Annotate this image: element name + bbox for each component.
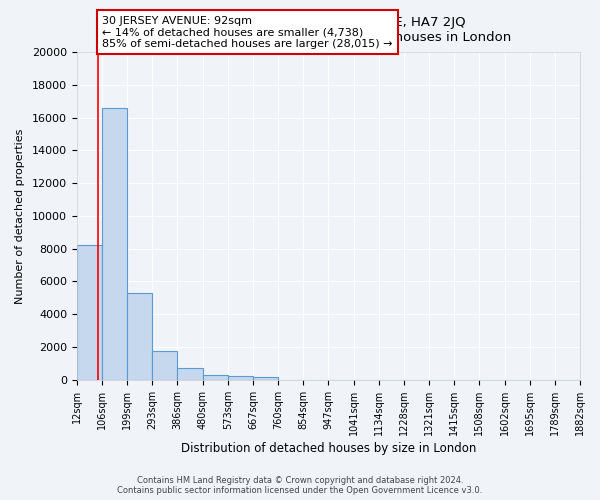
Bar	[253, 377, 278, 380]
Y-axis label: Number of detached properties: Number of detached properties	[15, 128, 25, 304]
Bar	[127, 293, 152, 380]
Bar	[203, 375, 228, 380]
Bar	[102, 108, 127, 380]
Bar	[178, 368, 203, 380]
X-axis label: Distribution of detached houses by size in London: Distribution of detached houses by size …	[181, 442, 476, 455]
Bar	[77, 246, 102, 380]
Title: 30, JERSEY AVENUE, STANMORE, HA7 2JQ
Size of property relative to detached house: 30, JERSEY AVENUE, STANMORE, HA7 2JQ Siz…	[145, 16, 512, 44]
Text: 30 JERSEY AVENUE: 92sqm
← 14% of detached houses are smaller (4,738)
85% of semi: 30 JERSEY AVENUE: 92sqm ← 14% of detache…	[102, 16, 392, 49]
Bar	[152, 351, 178, 380]
Bar	[228, 376, 253, 380]
Text: Contains HM Land Registry data © Crown copyright and database right 2024.
Contai: Contains HM Land Registry data © Crown c…	[118, 476, 482, 495]
